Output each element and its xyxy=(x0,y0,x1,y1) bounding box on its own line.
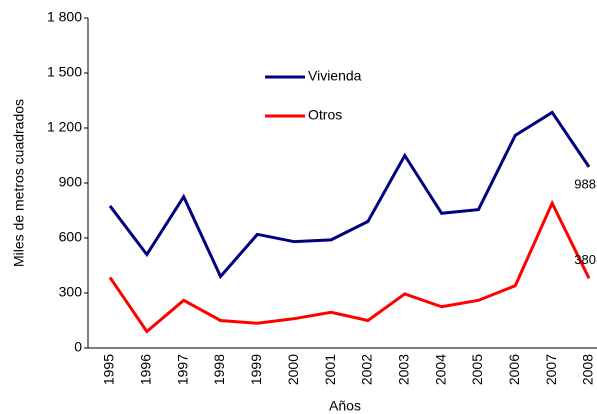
y-tick-label: 300 xyxy=(59,284,83,300)
y-tick-label: 1 500 xyxy=(47,64,82,80)
x-tick-label: 2003 xyxy=(395,354,411,385)
x-tick-label: 1996 xyxy=(138,354,154,385)
x-tick-label: 1995 xyxy=(101,354,117,385)
y-tick-label: 600 xyxy=(59,229,83,245)
x-tick-label: 2004 xyxy=(432,354,448,385)
y-axis-label: Miles de metros cuadrados xyxy=(11,99,27,267)
x-tick-label: 2002 xyxy=(359,354,375,385)
x-tick-label: 1999 xyxy=(248,354,264,385)
data-label: 380 xyxy=(574,252,596,267)
x-tick-label: 2000 xyxy=(285,354,301,385)
x-tick-label: 2007 xyxy=(543,354,559,385)
series-line xyxy=(108,199,591,334)
y-tick-label: 1 800 xyxy=(47,9,82,25)
y-tick-label: 0 xyxy=(74,339,82,355)
x-tick-label: 1997 xyxy=(174,354,190,385)
x-tick-label: 1998 xyxy=(211,354,227,385)
x-axis-label: Años xyxy=(329,398,361,414)
y-tick-label: 900 xyxy=(59,174,83,190)
legend-label: Vivienda xyxy=(308,68,362,84)
x-tick-label: 2006 xyxy=(506,354,522,385)
y-tick-label: 1 200 xyxy=(47,119,82,135)
legend-label: Otros xyxy=(308,107,342,123)
x-tick-label: 2008 xyxy=(580,354,596,385)
x-tick-label: 2001 xyxy=(322,354,338,385)
data-label: 988 xyxy=(574,176,596,191)
x-tick-label: 2005 xyxy=(469,354,485,385)
series-line xyxy=(108,110,591,280)
